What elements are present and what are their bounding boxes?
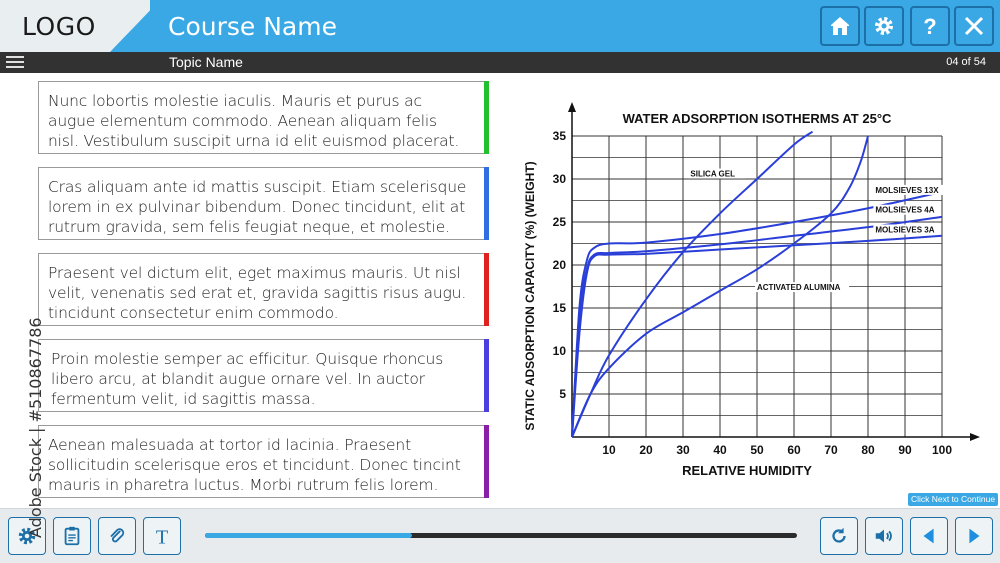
- chart-series-labels: SILICA GEL MOLSIEVES 13X MOLSIEVES 4A MOLSI…: [688, 168, 947, 293]
- text-box-1-text: Nunc lobortis molestie iaculis. Mauris e…: [48, 92, 460, 150]
- header: LOGO Course Name ?: [0, 0, 1000, 52]
- help-button[interactable]: ?: [910, 6, 950, 46]
- adsorption-chart: WATER ADSORPTION ISOTHERMS AT 25°C RELAT…: [523, 102, 980, 478]
- series-label: SILICA GEL: [690, 170, 735, 179]
- clipboard-icon: [64, 526, 80, 546]
- y-tick-label: 10: [553, 344, 567, 358]
- gear-icon: [18, 527, 36, 545]
- text-box-3: Praesent vel dictum elit, eget maximus m…: [38, 253, 489, 326]
- series-label: MOLSIEVES 3A: [875, 225, 934, 234]
- audio-button[interactable]: [865, 517, 903, 555]
- x-tick-label: 10: [602, 443, 616, 457]
- series-line: [571, 215, 943, 438]
- text-box-5: Aenean malesuada at tortor id lacinia. P…: [38, 425, 489, 498]
- text-box-4-text: Proin molestie semper ac efficitur. Quis…: [51, 350, 444, 408]
- series-label-bg: [873, 224, 941, 235]
- y-tick-label: 25: [553, 215, 567, 229]
- page-counter: 04 of 54: [946, 56, 986, 68]
- home-button[interactable]: [820, 6, 860, 46]
- notes-button[interactable]: [53, 517, 91, 555]
- progress-bar[interactable]: [205, 533, 797, 538]
- text-icon: T: [156, 526, 168, 547]
- x-tick-label: 40: [713, 443, 727, 457]
- watermark-text: Adobe Stock | #510867786: [26, 317, 45, 538]
- topic-title: Topic Name: [169, 54, 243, 70]
- x-tick-label: 80: [861, 443, 875, 457]
- next-arrow-icon: [969, 528, 980, 544]
- series-label: MOLSIEVES 4A: [875, 206, 934, 215]
- replay-icon: [832, 527, 846, 543]
- x-tick-label: 50: [750, 443, 764, 457]
- x-tick-label: 60: [787, 443, 801, 457]
- x-axis-arrow: [970, 433, 980, 441]
- y-tick-label: 15: [553, 301, 567, 315]
- text-box-1: Nunc lobortis molestie iaculis. Mauris e…: [38, 81, 489, 154]
- text-box-5-accent: [484, 425, 489, 498]
- svg-text:?: ?: [923, 14, 936, 38]
- next-button[interactable]: [955, 517, 993, 555]
- series-line: [571, 234, 943, 438]
- course-title: Course Name: [168, 12, 337, 41]
- logo: LOGO: [22, 12, 96, 41]
- y-tick-label: 30: [553, 172, 567, 186]
- x-tick-label: 90: [898, 443, 912, 457]
- text-box-3-text: Praesent vel dictum elit, eget maximus m…: [48, 264, 467, 322]
- next-tip-badge: Click Next to Continue: [908, 493, 998, 506]
- chart-ticks: 10 20 30 40 50 60 70 80 90 100 5 10 15 20 25 30 35: [553, 129, 953, 457]
- gear-icon: [875, 17, 893, 35]
- chart-x-axis-label: RELATIVE HUMIDITY: [682, 463, 812, 478]
- hamburger-menu-icon[interactable]: [6, 56, 24, 69]
- series-label-bg: [873, 184, 947, 195]
- chart-series: [571, 130, 943, 438]
- question-icon: ?: [923, 14, 936, 38]
- x-tick-label: 30: [676, 443, 690, 457]
- series-label-bg: [873, 204, 941, 215]
- speaker-icon: [875, 529, 892, 543]
- series-label: MOLSIEVES 13X: [875, 186, 939, 195]
- close-icon: [964, 16, 984, 36]
- text-button[interactable]: T: [143, 517, 181, 555]
- series-label: ACTIVATED ALUMINA: [757, 283, 841, 292]
- text-box-4-accent: [484, 339, 489, 412]
- home-icon: [831, 17, 849, 35]
- y-tick-label: 20: [553, 258, 567, 272]
- x-tick-label: 100: [932, 443, 952, 457]
- text-box-1-accent: [484, 81, 489, 154]
- settings-tool-button[interactable]: [8, 517, 46, 555]
- text-box-2-text: Cras aliquam ante id mattis suscipit. Et…: [48, 178, 467, 236]
- replay-button[interactable]: [820, 517, 858, 555]
- series-line: [571, 135, 869, 438]
- y-tick-label: 35: [553, 129, 567, 143]
- settings-button[interactable]: [864, 6, 904, 46]
- text-box-3-accent: [484, 253, 489, 326]
- series-line: [571, 190, 943, 438]
- prev-arrow-icon: [923, 528, 934, 544]
- chart-y-axis-label: STATIC ADSORPTION CAPACITY (%) (WEIGHT): [523, 161, 537, 430]
- prev-button[interactable]: [910, 517, 948, 555]
- series-label-bg: [755, 282, 850, 293]
- series-label-bg: [688, 168, 746, 179]
- y-axis-arrow: [568, 102, 576, 112]
- close-button[interactable]: [954, 6, 994, 46]
- chart-title: WATER ADSORPTION ISOTHERMS AT 25°C: [623, 111, 892, 126]
- svg-text:T: T: [156, 526, 168, 547]
- topic-bar: Topic Name 04 of 54: [0, 52, 1000, 73]
- text-box-4: Proin molestie semper ac efficitur. Quis…: [38, 339, 489, 412]
- x-tick-label: 70: [824, 443, 838, 457]
- chart-grid: [572, 135, 943, 437]
- text-box-5-text: Aenean malesuada at tortor id lacinia. P…: [48, 436, 461, 494]
- attachment-button[interactable]: [98, 517, 136, 555]
- paperclip-icon: [110, 528, 125, 543]
- progress-fill: [205, 533, 413, 538]
- text-box-2-accent: [484, 167, 489, 240]
- text-box-2: Cras aliquam ante id mattis suscipit. Et…: [38, 167, 489, 240]
- y-tick-label: 5: [559, 387, 566, 401]
- x-tick-label: 20: [639, 443, 653, 457]
- chart-axes: [568, 102, 980, 441]
